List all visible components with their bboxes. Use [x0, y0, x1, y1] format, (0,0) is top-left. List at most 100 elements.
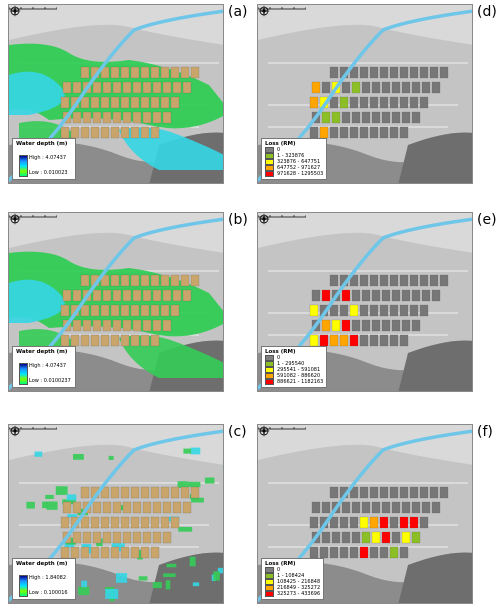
building-footprint	[62, 501, 72, 514]
building-footprint	[369, 516, 379, 529]
building-footprint	[401, 289, 411, 302]
building-footprint	[439, 486, 449, 499]
building-footprint	[339, 516, 349, 529]
building-footprint	[339, 304, 349, 317]
building-footprint	[142, 289, 152, 302]
building-footprint	[80, 546, 90, 559]
building-footprint	[92, 319, 102, 332]
building-footprint	[170, 486, 180, 499]
building-footprint	[359, 486, 369, 499]
building-footprint	[110, 486, 120, 499]
building-footprint	[309, 126, 319, 139]
building-footprint	[429, 486, 439, 499]
building-footprint	[329, 304, 339, 317]
flood-area	[178, 526, 193, 532]
flood-area	[192, 582, 200, 587]
panel-label-a: (a)	[228, 4, 248, 20]
building-footprint	[401, 81, 411, 94]
building-footprint	[409, 486, 419, 499]
flood-area	[78, 586, 90, 596]
flood-area	[222, 460, 223, 469]
building-footprint	[130, 546, 140, 559]
panel-label-d: (d)	[477, 4, 497, 20]
flood-area	[66, 537, 77, 545]
depth-color-ramp	[19, 155, 28, 177]
building-footprint	[341, 81, 351, 94]
building-footprint	[72, 319, 82, 332]
legend-title: Water depth (m)	[16, 561, 68, 567]
building-footprint	[80, 96, 90, 109]
building-footprint	[110, 126, 120, 139]
building-footprint	[359, 66, 369, 79]
building-footprint	[379, 334, 389, 347]
flood-area	[105, 588, 119, 599]
building-footprint	[439, 274, 449, 287]
building-footprint	[160, 274, 170, 287]
building-footprint	[391, 501, 401, 514]
building-footprint	[120, 546, 130, 559]
building-footprint	[140, 334, 150, 347]
building-footprint	[349, 126, 359, 139]
building-footprint	[401, 111, 411, 124]
building-footprint	[160, 96, 170, 109]
building-footprint	[102, 319, 112, 332]
building-footprint	[329, 334, 339, 347]
building-footprint	[100, 96, 110, 109]
building-footprint	[379, 486, 389, 499]
building-footprint	[319, 334, 329, 347]
building-footprint	[112, 319, 122, 332]
building-footprint	[160, 516, 170, 529]
legend-title: Water depth (m)	[16, 349, 68, 355]
building-footprint	[349, 304, 359, 317]
building-footprint	[190, 274, 200, 287]
map-panel-e: Loss (RM) 0 1 - 295540 295541 - 591081 5…	[257, 212, 473, 392]
building-footprint	[411, 319, 421, 332]
flood-area	[191, 497, 204, 503]
building-footprint	[351, 111, 361, 124]
building-footprint	[122, 319, 132, 332]
flood-area	[166, 563, 177, 568]
building-footprint	[321, 81, 331, 94]
building-footprint	[132, 501, 142, 514]
building-footprint	[102, 501, 112, 514]
loss-class-4: 886621 - 1182163	[277, 379, 324, 385]
building-footprint	[309, 334, 319, 347]
flood-area	[137, 549, 143, 560]
building-footprint	[152, 81, 162, 94]
depth-color-ramp	[19, 363, 28, 385]
flood-area	[34, 451, 43, 457]
legend-high: High : 4.07437	[29, 363, 67, 369]
flood-area	[189, 556, 196, 567]
loss-class-3: 216849 - 325272	[277, 585, 321, 591]
building-footprint	[389, 486, 399, 499]
building-footprint	[162, 319, 172, 332]
loss-class-1: 1 - 295540	[277, 361, 305, 367]
building-footprint	[110, 96, 120, 109]
building-footprint	[90, 516, 100, 529]
building-footprint	[369, 486, 379, 499]
building-footprint	[411, 289, 421, 302]
building-footprint	[371, 319, 381, 332]
building-footprint	[309, 304, 319, 317]
building-footprint	[162, 501, 172, 514]
building-footprint	[329, 546, 339, 559]
building-footprint	[122, 81, 132, 94]
building-footprint	[389, 334, 399, 347]
building-footprint	[150, 334, 160, 347]
building-footprint	[379, 274, 389, 287]
map-panel-a: Water depth (m) High : 4.07437 Low : 0.0…	[8, 4, 224, 184]
building-footprint	[321, 531, 331, 544]
building-footprint	[150, 486, 160, 499]
building-footprint	[172, 501, 182, 514]
flood-area	[108, 455, 114, 460]
building-footprint	[399, 126, 409, 139]
building-footprint	[180, 66, 190, 79]
flood-area	[55, 486, 68, 495]
building-footprint	[100, 334, 110, 347]
scale-bar	[9, 215, 57, 218]
building-footprint	[60, 546, 70, 559]
building-footprint	[331, 319, 341, 332]
building-footprint	[369, 304, 379, 317]
flood-area	[190, 447, 201, 455]
building-footprint	[152, 111, 162, 124]
